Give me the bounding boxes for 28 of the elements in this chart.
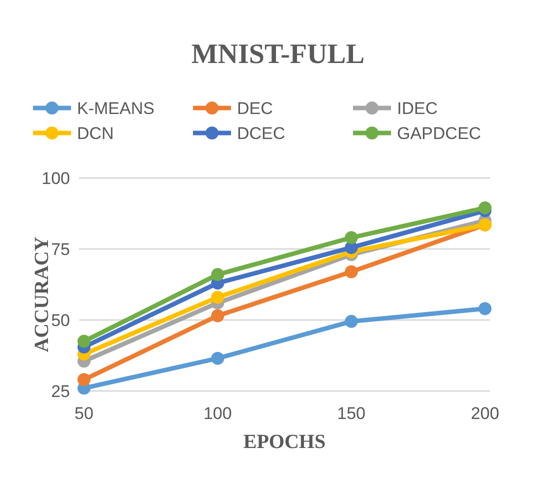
legend-label: DCN [77, 124, 114, 143]
x-axis-title: EPOCHS [243, 431, 326, 453]
legend-label: GAPDCEC [397, 124, 482, 143]
point [78, 373, 90, 386]
legend-label: IDEC [397, 98, 438, 118]
y-axis-title: ACCURACY [31, 236, 53, 352]
point [478, 201, 492, 214]
x-tick-label: 150 [337, 404, 366, 423]
x-tick-label: 50 [74, 404, 94, 423]
y-tick-label: 25 [51, 382, 70, 401]
point [211, 290, 224, 304]
y-tick-label: 50 [51, 310, 70, 330]
x-tick-label: 200 [470, 404, 500, 423]
chart-title: MNIST-FULL [191, 39, 365, 70]
point [78, 334, 90, 348]
y-tick-label: 100 [42, 168, 70, 188]
point [211, 268, 224, 282]
point [478, 302, 492, 316]
legend-label: DEC [237, 98, 273, 118]
point [211, 309, 224, 322]
x-tick-label: 100 [203, 404, 232, 423]
legend-label: K-MEANS [77, 98, 154, 118]
y-tick-label: 75 [51, 240, 70, 259]
legend-label: DCEC [237, 124, 286, 143]
point [344, 314, 358, 328]
point [211, 352, 224, 365]
point [344, 265, 358, 278]
point [344, 231, 358, 244]
